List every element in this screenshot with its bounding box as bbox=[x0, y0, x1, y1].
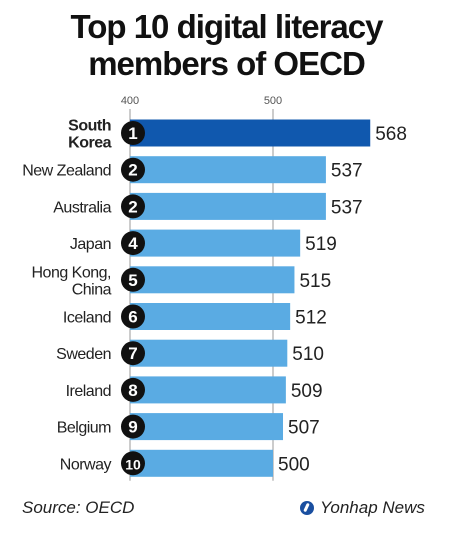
bar bbox=[130, 376, 286, 404]
category-label: Belgium bbox=[57, 420, 111, 437]
category-label: New Zealand bbox=[22, 163, 111, 180]
category-label: Korea bbox=[68, 135, 111, 152]
category-label: Sweden bbox=[56, 346, 111, 363]
credit-text: Yonhap News bbox=[320, 498, 425, 517]
category-label: Japan bbox=[70, 236, 111, 253]
chart-title: Top 10 digital literacy members of OECD bbox=[0, 8, 453, 82]
rank-number: 4 bbox=[128, 234, 138, 253]
category-label: Iceland bbox=[63, 310, 111, 327]
rank-number: 6 bbox=[128, 308, 137, 327]
value-label: 510 bbox=[292, 344, 324, 365]
bar bbox=[130, 449, 273, 477]
rank-badge bbox=[121, 157, 145, 182]
rank-number: 10 bbox=[125, 456, 141, 472]
rank-badge bbox=[121, 451, 145, 476]
rank-badge bbox=[121, 267, 145, 292]
rank-badge bbox=[121, 341, 145, 366]
value-label: 537 bbox=[331, 197, 363, 218]
value-label: 537 bbox=[331, 161, 363, 182]
bar bbox=[130, 303, 291, 330]
value-label: 519 bbox=[305, 234, 337, 255]
bar bbox=[130, 339, 288, 367]
rank-number: 7 bbox=[128, 344, 137, 363]
value-label: 500 bbox=[278, 454, 310, 475]
bar bbox=[130, 413, 284, 441]
category-label: South bbox=[68, 118, 111, 135]
yonhap-logo-icon bbox=[300, 501, 314, 515]
category-label: China bbox=[72, 281, 112, 298]
rank-badge bbox=[121, 304, 145, 329]
bar bbox=[130, 192, 326, 220]
rank-number: 8 bbox=[128, 381, 137, 400]
value-label: 568 bbox=[375, 124, 407, 145]
bar bbox=[130, 229, 301, 257]
rank-badge bbox=[121, 121, 145, 145]
category-label: Norway bbox=[60, 456, 112, 473]
bar bbox=[130, 156, 326, 184]
rank-badge bbox=[121, 414, 145, 439]
x-tick-label: 500 bbox=[264, 95, 282, 107]
credit: Yonhap News bbox=[300, 498, 425, 518]
chart-title-line-1: Top 10 digital literacy bbox=[70, 8, 384, 45]
rank-number: 1 bbox=[128, 124, 137, 143]
rank-badge bbox=[121, 194, 145, 219]
chart-title-line-2: members of OECD bbox=[88, 45, 366, 82]
rank-number: 2 bbox=[128, 161, 137, 180]
bar bbox=[130, 266, 295, 294]
category-label: Hong Kong, bbox=[31, 264, 111, 281]
rank-number: 5 bbox=[128, 271, 137, 290]
x-tick-label: 400 bbox=[121, 95, 139, 107]
value-label: 509 bbox=[291, 381, 323, 402]
value-label: 507 bbox=[288, 418, 320, 439]
rank-badge bbox=[121, 231, 145, 256]
source-note: Source: OECD bbox=[22, 498, 135, 517]
category-label: Australia bbox=[53, 199, 111, 216]
value-label: 512 bbox=[295, 308, 327, 329]
rank-number: 2 bbox=[128, 197, 137, 216]
category-label: Ireland bbox=[66, 383, 111, 400]
value-label: 515 bbox=[299, 271, 331, 292]
rank-number: 9 bbox=[128, 418, 137, 437]
rank-badge bbox=[121, 377, 145, 402]
bar bbox=[130, 119, 371, 147]
